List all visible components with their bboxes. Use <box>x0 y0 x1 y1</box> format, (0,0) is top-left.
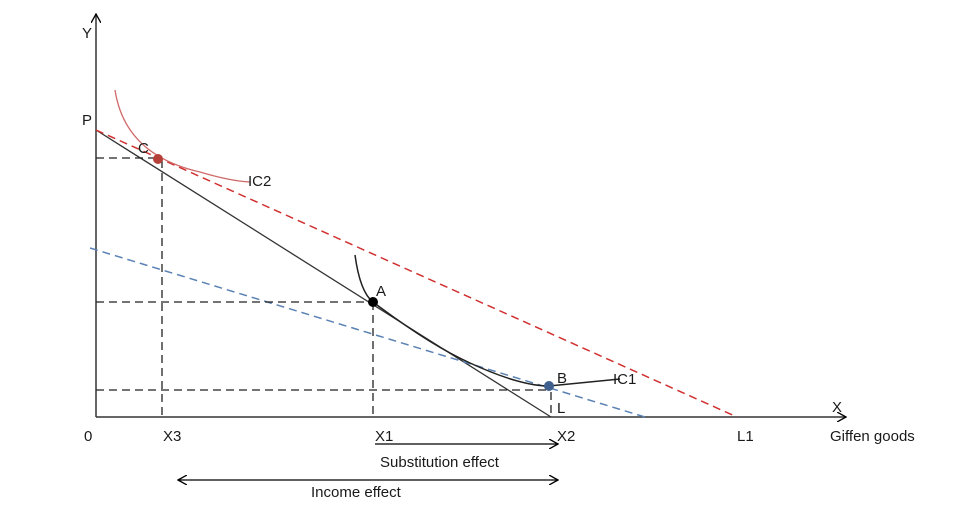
x1-label: X1 <box>375 428 393 445</box>
ic1-label: IC1 <box>613 371 636 388</box>
budget-line-pl1 <box>95 129 738 418</box>
ic2-curve <box>114 89 251 183</box>
point-l-label: L <box>557 400 565 417</box>
point-b-marker <box>544 381 554 391</box>
ic2-label: IC2 <box>248 173 271 190</box>
ic1-curve <box>354 254 621 387</box>
budget-line-pl <box>95 129 552 418</box>
x-axis-label: X <box>832 399 842 416</box>
compensated-budget-line <box>89 247 646 418</box>
substitution-effect-label: Substitution effect <box>380 454 500 471</box>
x3-label: X3 <box>163 428 181 445</box>
point-a-marker <box>368 297 378 307</box>
income-effect-label: Income effect <box>311 484 402 501</box>
origin-label: 0 <box>84 428 92 445</box>
point-c-marker <box>153 154 163 164</box>
point-p-label: P <box>82 112 92 129</box>
point-a-label: A <box>376 283 386 300</box>
l1-label: L1 <box>737 428 754 445</box>
y-axis-label: Y <box>82 25 92 42</box>
x-axis-name: Giffen goods <box>830 428 915 445</box>
point-c-label: C <box>138 140 149 157</box>
point-b-label: B <box>557 370 567 387</box>
x2-label: X2 <box>557 428 575 445</box>
guide-lines <box>96 157 552 417</box>
